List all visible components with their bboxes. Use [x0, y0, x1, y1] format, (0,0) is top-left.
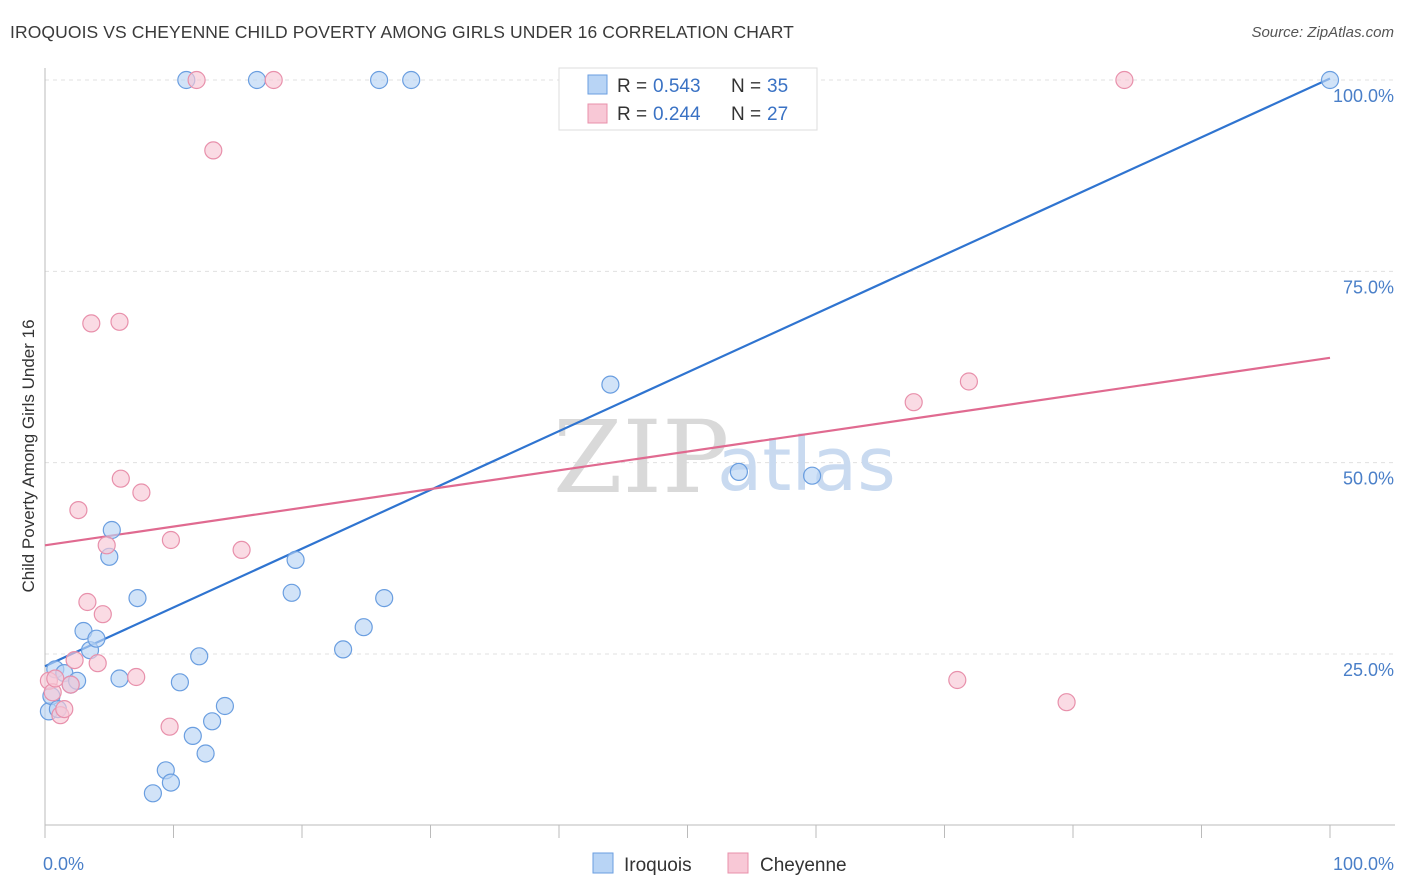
iroquois-point-33: [729, 462, 749, 481]
cheyenne-point-12: [97, 536, 116, 555]
cheyenne-point-27: [1115, 70, 1134, 90]
cheyenne-point-8: [78, 592, 97, 612]
iroquois-point-22: [203, 712, 222, 731]
iroquois-point-14: [143, 784, 162, 803]
iroquois-point-23: [215, 696, 234, 716]
cheyenne-point-21: [232, 540, 251, 560]
iroquois-point-12: [110, 669, 129, 688]
chart-title: IROQUOIS VS CHEYENNE CHILD POVERTY AMONG…: [10, 22, 794, 42]
legend-swatch-cheyenne: [587, 103, 608, 124]
cheyenne-point-15: [127, 667, 146, 687]
cheyenne-point-20: [204, 141, 223, 160]
grid-lines: [45, 79, 1395, 655]
cheyenne-point-18: [161, 530, 180, 550]
trend-lines: [44, 77, 1331, 668]
cheyenne-point-11: [93, 605, 112, 624]
y-tick-label-0: 25.0%: [1343, 660, 1394, 680]
iroquois-point-26: [286, 550, 305, 570]
y-tick-label-2: 75.0%: [1343, 277, 1394, 297]
legend-r-label-2: R =: [617, 104, 647, 125]
cheyenne-point-2: [46, 669, 65, 688]
cheyenne-point-5: [61, 675, 80, 694]
legend-n-label-1: N =: [731, 76, 761, 97]
bottom-legend-iroquois: Iroquois: [624, 855, 692, 876]
cheyenne-point-7: [69, 501, 88, 520]
legend-n-value-2: 27: [767, 104, 788, 125]
cheyenne-point-17: [160, 717, 179, 736]
iroquois-point-11: [102, 520, 121, 540]
iroquois-point-25: [282, 583, 301, 602]
bottom-legend: Iroquois Cheyenne: [592, 852, 847, 876]
iroquois-trend-line: [44, 77, 1331, 668]
iroquois-point-20: [190, 647, 209, 666]
source-label: Source: ZipAtlas.com: [1251, 24, 1394, 41]
top-legend: R = 0.543 N = 35 R = 0.244 N = 27: [558, 67, 818, 131]
iroquois-point-16: [161, 773, 180, 792]
cheyenne-trend-line: [44, 356, 1331, 547]
legend-r-value-1: 0.543: [653, 76, 701, 97]
iroquois-point-17: [170, 673, 189, 692]
cheyenne-point-19: [187, 70, 206, 90]
legend-swatch-iroquois: [587, 74, 608, 95]
iroquois-point-9: [87, 629, 106, 648]
watermark: ZIP atlas: [553, 399, 896, 516]
iroquois-point-28: [354, 618, 373, 637]
y-tick-label-1: 50.0%: [1343, 469, 1394, 489]
y-axis-label: Child Poverty Among Girls Under 16: [19, 319, 38, 592]
iroquois-point-32: [601, 375, 620, 394]
x-tick-labels: 0.0% 100.0%: [43, 854, 1394, 874]
legend-r-value-2: 0.244: [653, 104, 701, 125]
legend-n-label-2: N =: [731, 104, 761, 125]
cheyenne-point-16: [132, 483, 151, 502]
y-tick-labels: 25.0% 50.0% 75.0% 100.0%: [1333, 86, 1394, 680]
iroquois-point-13: [128, 588, 147, 608]
cheyenne-point-6: [65, 650, 84, 670]
bottom-legend-cheyenne: Cheyenne: [760, 855, 847, 876]
cheyenne-point-9: [82, 314, 101, 333]
data-points: [39, 70, 1340, 803]
cheyenne-point-24: [948, 670, 967, 690]
legend-r-label-1: R =: [617, 76, 647, 97]
x-tick-label-1: 100.0%: [1333, 854, 1394, 874]
iroquois-point-27: [334, 640, 353, 659]
cheyenne-point-23: [904, 393, 923, 412]
iroquois-point-30: [375, 588, 394, 608]
cheyenne-point-25: [959, 372, 979, 391]
legend-n-value-1: 35: [767, 76, 788, 97]
iroquois-point-31: [402, 70, 421, 90]
cheyenne-point-22: [264, 70, 283, 90]
iroquois-point-21: [196, 744, 215, 763]
x-tick-label-0: 0.0%: [43, 854, 84, 874]
bottom-legend-swatch-iroquois: [592, 852, 614, 874]
iroquois-point-29: [370, 70, 389, 90]
bottom-legend-swatch-cheyenne: [727, 852, 749, 874]
cheyenne-point-13: [110, 312, 129, 331]
iroquois-point-24: [247, 70, 267, 90]
iroquois-point-19: [183, 726, 202, 746]
y-tick-label-3: 100.0%: [1333, 86, 1394, 106]
cheyenne-point-10: [88, 654, 107, 673]
iroquois-point-34: [802, 466, 822, 485]
watermark-atlas: atlas: [717, 422, 896, 508]
cheyenne-point-26: [1057, 693, 1076, 712]
iroquois-point-35: [1320, 70, 1340, 90]
cheyenne-point-4: [55, 699, 74, 719]
cheyenne-point-14: [111, 469, 130, 488]
